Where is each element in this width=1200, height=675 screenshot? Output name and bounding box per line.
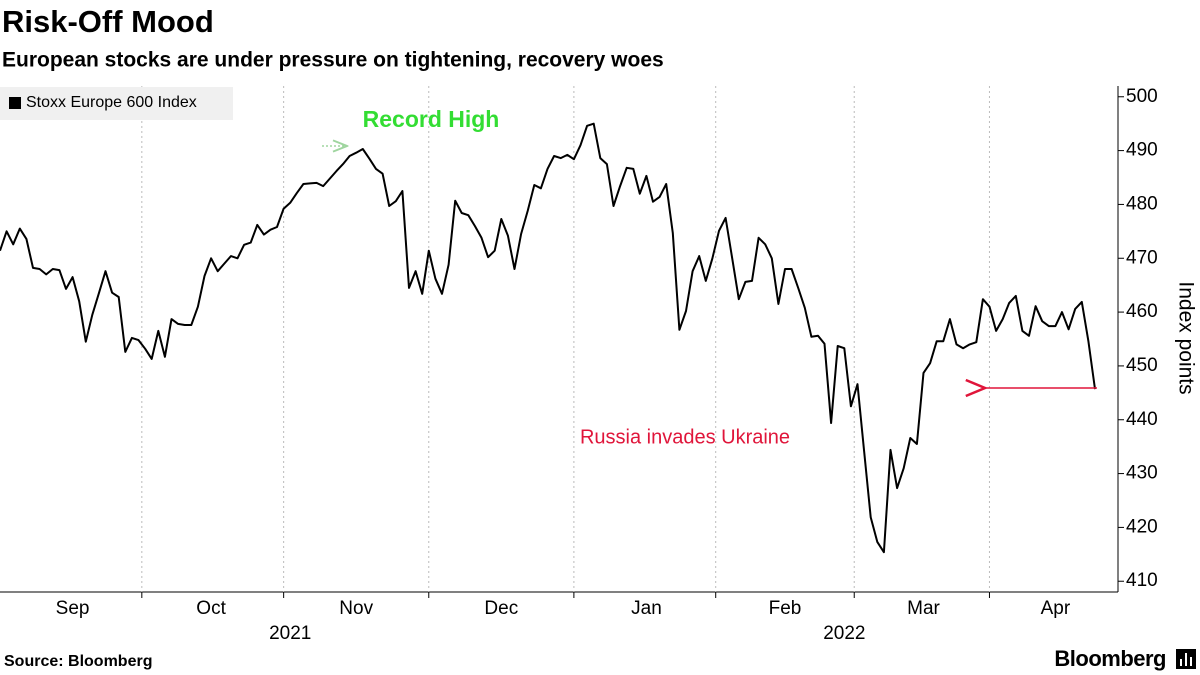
legend-label: Stoxx Europe 600 Index xyxy=(26,94,197,111)
y-tick-label: 500 xyxy=(1126,86,1158,107)
y-tick-label: 420 xyxy=(1126,516,1158,537)
y-tick-label: 450 xyxy=(1126,355,1158,376)
x-tick-label: Sep xyxy=(56,598,90,619)
x-tick-label: Mar xyxy=(907,598,940,619)
annotation: Russia invades Ukraine xyxy=(580,426,790,448)
source: Source: Bloomberg xyxy=(4,653,152,670)
y-tick-label: 410 xyxy=(1126,570,1158,591)
x-tick-label: Jan xyxy=(631,598,662,619)
y-tick-label: 470 xyxy=(1126,247,1158,268)
x-tick-label: Feb xyxy=(769,598,802,619)
y-tick-label: 480 xyxy=(1126,193,1158,214)
legend-box xyxy=(0,87,233,120)
x-group-label: 2021 xyxy=(269,623,311,644)
x-tick-label: Oct xyxy=(196,598,226,619)
brand: Bloomberg xyxy=(1054,646,1166,671)
x-tick-label: Apr xyxy=(1041,598,1071,619)
x-tick-label: Dec xyxy=(484,598,518,619)
chart-subtitle: European stocks are under pressure on ti… xyxy=(2,49,664,72)
y-tick-label: 440 xyxy=(1126,409,1158,430)
line xyxy=(0,122,1096,554)
x-group-label: 2022 xyxy=(823,623,865,644)
y-tick-label: 460 xyxy=(1126,301,1158,322)
y-tick-label: 490 xyxy=(1126,140,1158,161)
legend-swatch xyxy=(9,97,21,109)
chart-title: Risk-Off Mood xyxy=(2,4,214,39)
y-axis-label: Index points xyxy=(1174,281,1197,394)
brand-icon xyxy=(1176,649,1196,669)
x-tick-label: Nov xyxy=(339,598,373,619)
y-tick-label: 430 xyxy=(1126,463,1158,484)
annotation: Record High xyxy=(363,106,500,132)
